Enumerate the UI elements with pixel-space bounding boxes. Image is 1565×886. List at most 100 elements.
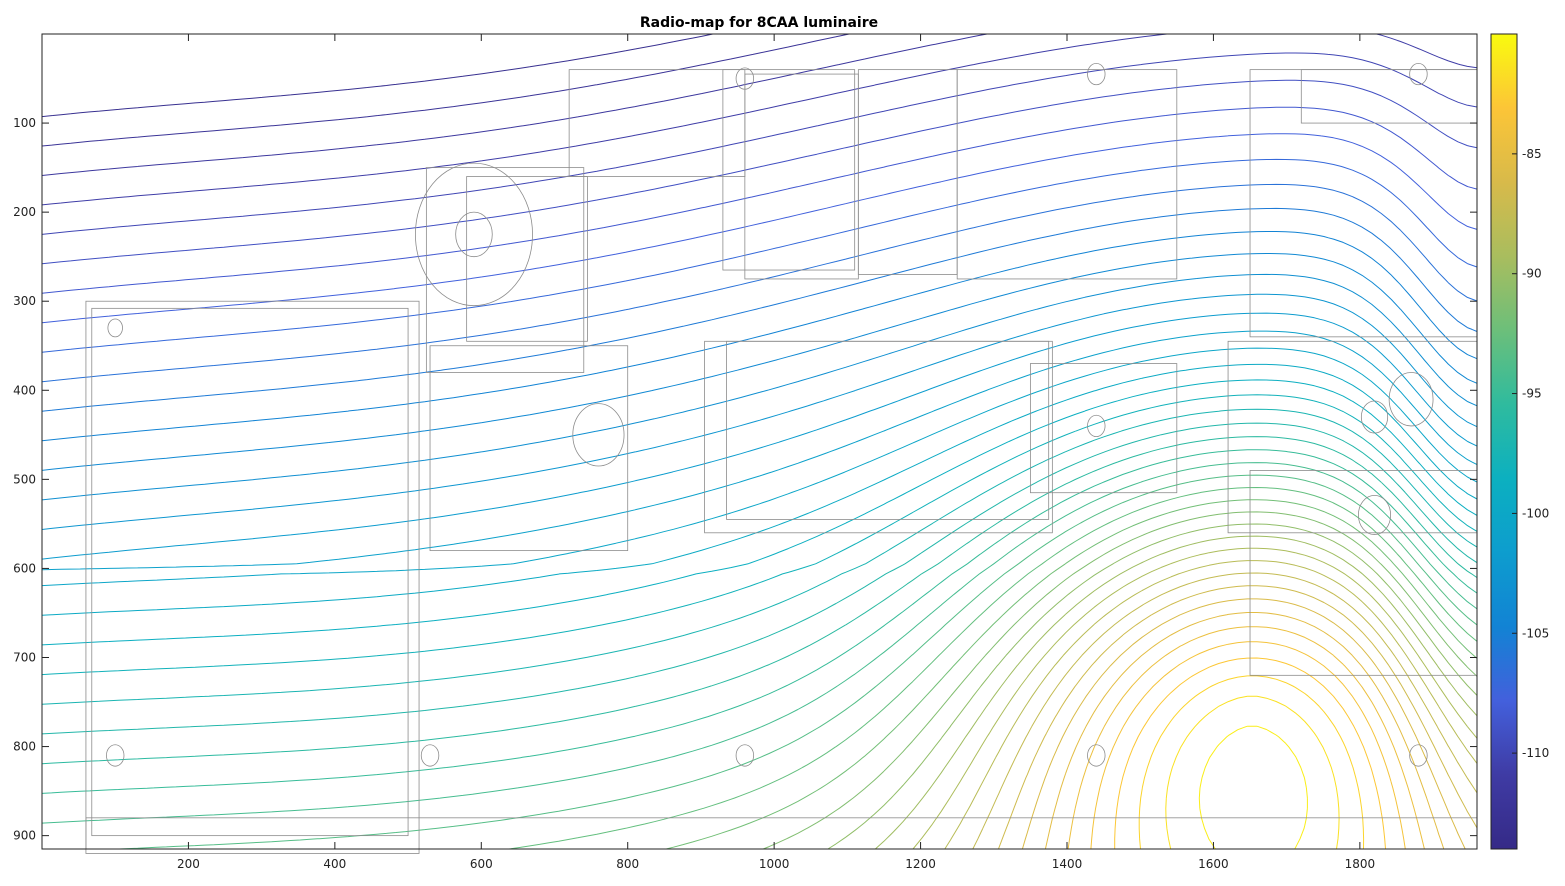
contour-line [41, 347, 1478, 587]
contour-line [666, 499, 1478, 850]
contour-line [1165, 695, 1340, 850]
x-tick-label: 400 [323, 857, 346, 871]
colorbar [1490, 33, 1518, 850]
x-tick-label: 1200 [905, 857, 936, 871]
contour-line [874, 535, 1478, 850]
contour-line [119, 474, 1478, 850]
floor-plan-fixture [420, 744, 440, 767]
contour-line [763, 511, 1478, 850]
floor-plan-wall [744, 73, 859, 280]
contour-line [41, 293, 1478, 530]
floor-plan-wall [1029, 363, 1178, 494]
contour-line [41, 312, 1478, 560]
floor-plan-wall [726, 340, 1050, 520]
contour-line [41, 33, 1478, 206]
y-tick-label: 200 [13, 205, 36, 219]
floor-plan-wall [1300, 69, 1478, 124]
floor-plan-wall [722, 69, 856, 271]
contour-line [509, 487, 1478, 850]
y-tick-label: 900 [13, 829, 36, 843]
contour-line [1021, 598, 1466, 850]
contour-line [41, 106, 1478, 294]
floor-plan-fixture [735, 67, 755, 90]
contour-line [944, 560, 1478, 850]
floor-plan-fixture [1087, 744, 1106, 767]
contour-line [41, 33, 713, 118]
y-tick-label: 400 [13, 383, 36, 397]
floor-plan-wall [425, 167, 585, 373]
contour-line [41, 33, 850, 147]
y-tick-label: 600 [13, 561, 36, 575]
floor-plan-fixture [455, 211, 493, 258]
contour-line [41, 394, 1478, 676]
colorbar-tick-label: -100 [1522, 506, 1549, 520]
floor-plan-fixture [1409, 744, 1428, 767]
contour-line [41, 79, 1478, 265]
floor-plan-fixture [1357, 494, 1392, 535]
contour-line [827, 523, 1478, 850]
floor-plan-fixture [572, 403, 625, 467]
contour-line [41, 33, 988, 176]
contour-line [1044, 612, 1445, 850]
floor-plan-wall [1249, 69, 1478, 338]
contour-line [1198, 725, 1308, 850]
floor-plan-fixture [107, 318, 123, 338]
contour-line [41, 422, 1478, 735]
colorbar-axis: -85 -90 -95 -100 -105 -110 [1512, 147, 1549, 760]
contour-line [912, 547, 1478, 850]
floor-plan-wall [704, 340, 1053, 534]
x-tick-label: 1000 [759, 857, 790, 871]
contour-line [41, 183, 1478, 383]
contour-line [997, 585, 1478, 850]
colorbar-tick-label: -110 [1522, 746, 1549, 760]
floor-plan-fixture [735, 744, 755, 767]
colorbar-tick-label: -105 [1522, 626, 1549, 640]
contour-line [41, 273, 1478, 501]
floor-plan-fixture [1409, 62, 1428, 86]
floor-plan-fixture [1087, 62, 1106, 86]
y-tick-label: 300 [13, 294, 36, 308]
contour-line [41, 449, 1478, 794]
contour-line [41, 231, 1478, 442]
contour-line [41, 379, 1478, 646]
contour-line [41, 207, 1478, 412]
x-tick-label: 1800 [1345, 857, 1376, 871]
x-axis: 200 400 600 800 1000 1200 1400 1600 1800 [177, 34, 1375, 871]
colorbar-tick-label: -85 [1522, 147, 1542, 161]
x-tick-label: 1600 [1198, 857, 1229, 871]
contour-line [1114, 657, 1386, 850]
contour-line [41, 436, 1478, 765]
chart-title: Radio-map for 8CAA luminaire [640, 15, 878, 31]
floor-plan-fixture [1360, 400, 1389, 434]
y-axis: 100 200 300 400 500 600 700 800 900 [13, 116, 1477, 843]
x-tick-label: 800 [616, 857, 639, 871]
plot-frame [41, 33, 1478, 850]
contour-line [41, 408, 1478, 705]
contour-line [41, 462, 1478, 824]
floor-plan-fixture [106, 744, 125, 767]
floor-plan-wall [85, 817, 1478, 850]
floor-plan-wall [85, 300, 420, 854]
floor-plan-wall [568, 69, 746, 177]
floor-plan-wall [91, 307, 409, 837]
contour-line [1138, 675, 1365, 850]
contour-line [41, 158, 1478, 353]
y-tick-label: 800 [13, 740, 36, 754]
contour-line [41, 363, 1478, 616]
y-tick-label: 700 [13, 650, 36, 664]
contour-line [1067, 626, 1425, 850]
floor-plan-wall [956, 69, 1178, 280]
floor-plan-fixture [414, 162, 533, 307]
y-tick-label: 100 [13, 116, 36, 130]
floor-plan-fixture [1087, 414, 1106, 438]
x-tick-label: 600 [470, 857, 493, 871]
colorbar-tick-label: -90 [1522, 267, 1542, 281]
floor-plan-fixture [1388, 372, 1434, 427]
floor-plan-wall [466, 176, 588, 342]
contour-lines [41, 33, 1478, 850]
floor-plan-wall [429, 345, 629, 552]
x-tick-label: 1400 [1052, 857, 1083, 871]
contour-line [972, 572, 1478, 850]
colorbar-tick-label: -95 [1522, 387, 1542, 401]
